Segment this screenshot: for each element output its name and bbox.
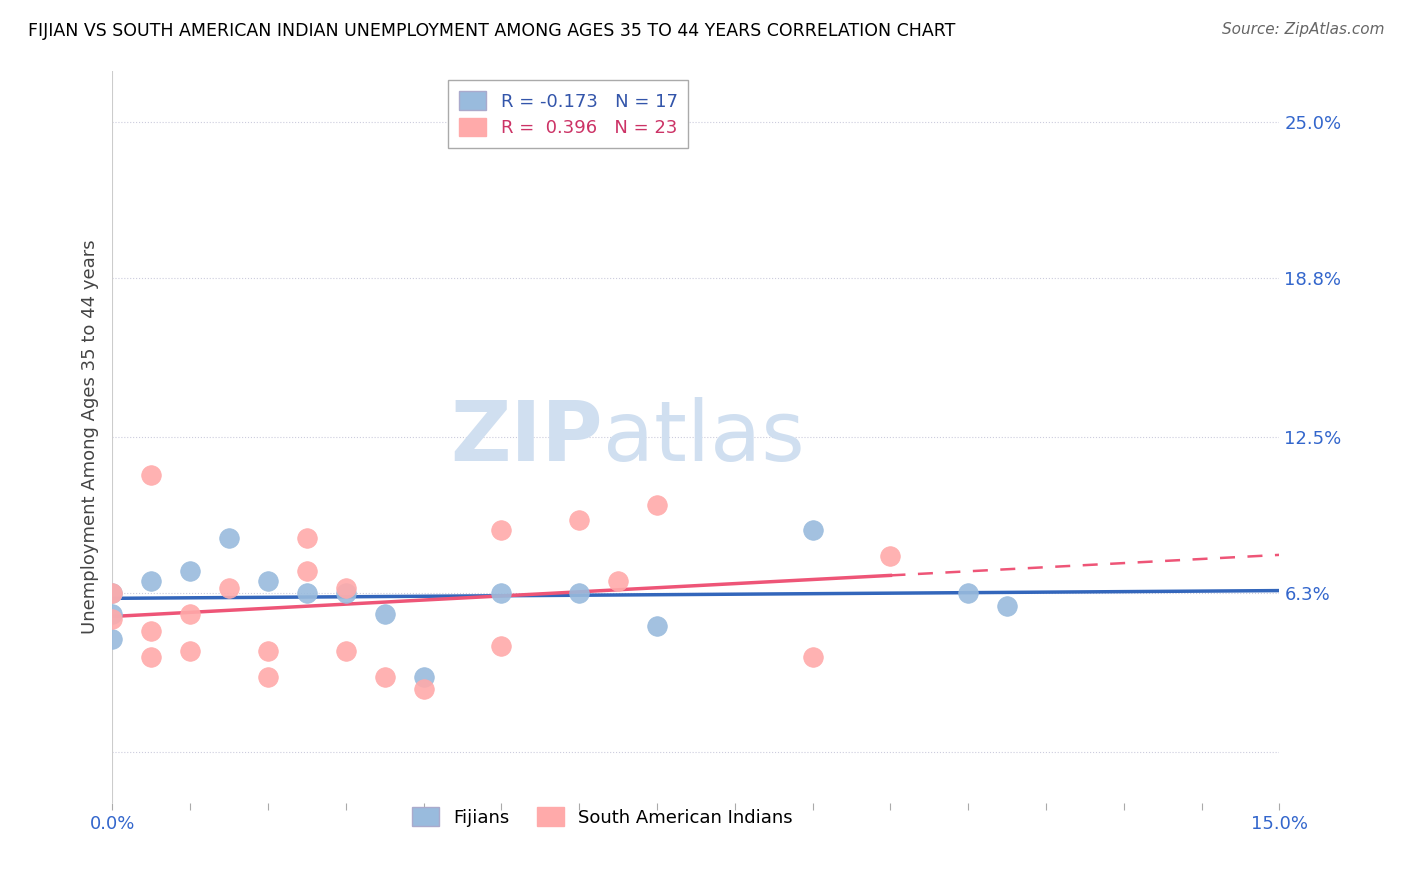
Point — [218, 531, 240, 545]
Point — [257, 670, 280, 684]
Point — [412, 670, 434, 684]
Legend: Fijians, South American Indians: Fijians, South American Indians — [401, 797, 804, 838]
Point — [607, 574, 630, 588]
Point — [491, 524, 513, 538]
Point — [101, 607, 124, 621]
Point — [218, 582, 240, 596]
Point — [412, 682, 434, 697]
Point — [179, 607, 201, 621]
Point — [295, 531, 318, 545]
Point — [879, 549, 901, 563]
Point — [257, 574, 280, 588]
Point — [957, 586, 980, 600]
Point — [101, 586, 124, 600]
Point — [179, 564, 201, 578]
Point — [179, 644, 201, 658]
Text: FIJIAN VS SOUTH AMERICAN INDIAN UNEMPLOYMENT AMONG AGES 35 TO 44 YEARS CORRELATI: FIJIAN VS SOUTH AMERICAN INDIAN UNEMPLOY… — [28, 22, 956, 40]
Point — [568, 586, 591, 600]
Text: ZIP: ZIP — [450, 397, 603, 477]
Text: Source: ZipAtlas.com: Source: ZipAtlas.com — [1222, 22, 1385, 37]
Point — [101, 612, 124, 626]
Point — [801, 649, 824, 664]
Point — [568, 513, 591, 527]
Point — [335, 586, 357, 600]
Point — [491, 640, 513, 654]
Point — [141, 624, 163, 639]
Text: atlas: atlas — [603, 397, 804, 477]
Point — [374, 607, 396, 621]
Point — [645, 498, 668, 512]
Point — [335, 582, 357, 596]
Point — [295, 564, 318, 578]
Point — [491, 586, 513, 600]
Point — [101, 632, 124, 646]
Point — [374, 670, 396, 684]
Point — [141, 574, 163, 588]
Point — [645, 619, 668, 633]
Y-axis label: Unemployment Among Ages 35 to 44 years: Unemployment Among Ages 35 to 44 years — [80, 240, 98, 634]
Point — [335, 644, 357, 658]
Point — [257, 644, 280, 658]
Point — [801, 524, 824, 538]
Point — [995, 599, 1018, 613]
Point — [101, 586, 124, 600]
Point — [141, 649, 163, 664]
Point — [141, 467, 163, 482]
Point — [295, 586, 318, 600]
